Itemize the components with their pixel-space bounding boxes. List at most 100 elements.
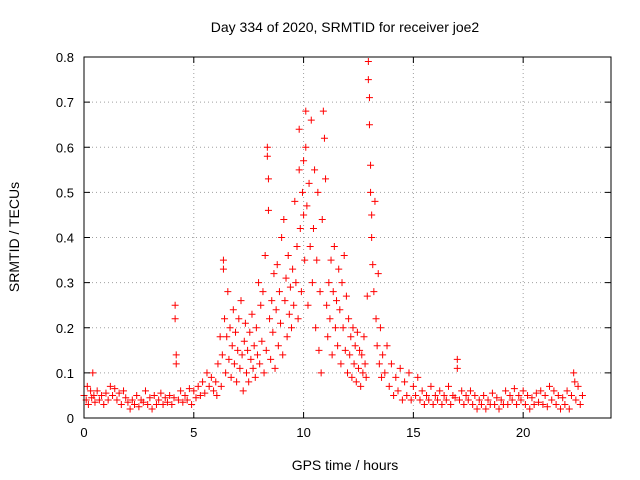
data-point	[330, 243, 338, 251]
data-point	[434, 396, 442, 404]
data-point	[290, 301, 298, 309]
data-point	[95, 396, 103, 404]
data-point	[190, 387, 198, 395]
data-point	[373, 342, 381, 350]
data-point	[458, 387, 466, 395]
x-tick-labels: 0 5 10 15 20	[80, 425, 530, 440]
y-tick-label: 0.8	[56, 50, 74, 65]
data-point	[567, 391, 575, 399]
data-point	[331, 324, 339, 332]
data-point	[447, 400, 455, 408]
data-point	[420, 400, 428, 408]
data-point	[312, 324, 320, 332]
data-point	[146, 394, 154, 402]
data-point	[431, 391, 439, 399]
data-point	[171, 315, 179, 323]
data-point	[390, 391, 398, 399]
data-point	[306, 243, 314, 251]
y-tick-label: 0.5	[56, 185, 74, 200]
data-point	[354, 364, 362, 372]
data-point	[241, 319, 249, 327]
gridlines	[84, 57, 611, 418]
data-point	[217, 382, 225, 390]
data-point	[222, 369, 230, 377]
data-point	[493, 394, 501, 402]
data-point	[249, 364, 257, 372]
data-point	[372, 315, 380, 323]
data-point	[453, 364, 461, 372]
data-point	[316, 288, 324, 296]
data-point	[370, 288, 378, 296]
data-point	[548, 396, 556, 404]
data-point	[438, 400, 446, 408]
data-point	[172, 360, 180, 368]
data-point	[350, 360, 358, 368]
data-point	[253, 351, 261, 359]
data-point	[364, 76, 372, 84]
data-point	[346, 351, 354, 359]
data-point	[163, 398, 171, 406]
data-point	[363, 292, 371, 300]
data-point	[293, 243, 301, 251]
data-point	[475, 396, 483, 404]
data-point	[462, 391, 470, 399]
data-point	[375, 360, 383, 368]
data-point	[466, 387, 474, 395]
data-point	[225, 355, 233, 363]
data-point	[268, 297, 276, 305]
data-point	[213, 391, 221, 399]
data-point	[291, 197, 299, 205]
data-point	[471, 391, 479, 399]
data-point	[271, 364, 279, 372]
data-point	[323, 301, 331, 309]
data-point	[353, 328, 361, 336]
data-point	[336, 306, 344, 314]
data-point	[216, 333, 224, 341]
data-point	[482, 405, 490, 413]
data-point	[229, 306, 237, 314]
data-point	[561, 400, 569, 408]
data-point	[445, 382, 453, 390]
data-point	[550, 387, 558, 395]
data-point	[427, 382, 435, 390]
data-point	[238, 351, 246, 359]
data-point	[515, 391, 523, 399]
data-point	[491, 400, 499, 408]
data-point	[221, 315, 229, 323]
data-point	[89, 369, 97, 377]
data-point	[357, 382, 365, 390]
data-point	[295, 166, 303, 174]
data-point	[368, 211, 376, 219]
data-point	[455, 396, 463, 404]
data-point	[318, 215, 326, 223]
data-point	[251, 373, 259, 381]
data-point	[237, 297, 245, 305]
data-point	[348, 373, 356, 381]
data-point	[506, 391, 514, 399]
data-point	[528, 394, 536, 402]
data-point	[552, 400, 560, 408]
data-point	[328, 351, 336, 359]
data-point	[313, 256, 321, 264]
data-point	[570, 369, 578, 377]
data-point	[571, 378, 579, 386]
data-point	[414, 373, 422, 381]
data-point	[345, 315, 353, 323]
data-point	[469, 400, 477, 408]
data-point	[161, 394, 169, 402]
data-point	[300, 157, 308, 165]
data-point	[296, 224, 304, 232]
data-point	[337, 360, 345, 368]
data-point	[141, 387, 149, 395]
data-point	[554, 391, 562, 399]
data-point	[351, 342, 359, 350]
data-point	[286, 283, 294, 291]
data-point	[166, 391, 174, 399]
data-point	[341, 346, 349, 354]
data-point	[122, 394, 130, 402]
data-point	[451, 394, 459, 402]
data-point	[385, 382, 393, 390]
data-point	[326, 315, 334, 323]
data-point	[84, 400, 92, 408]
data-point	[394, 387, 402, 395]
